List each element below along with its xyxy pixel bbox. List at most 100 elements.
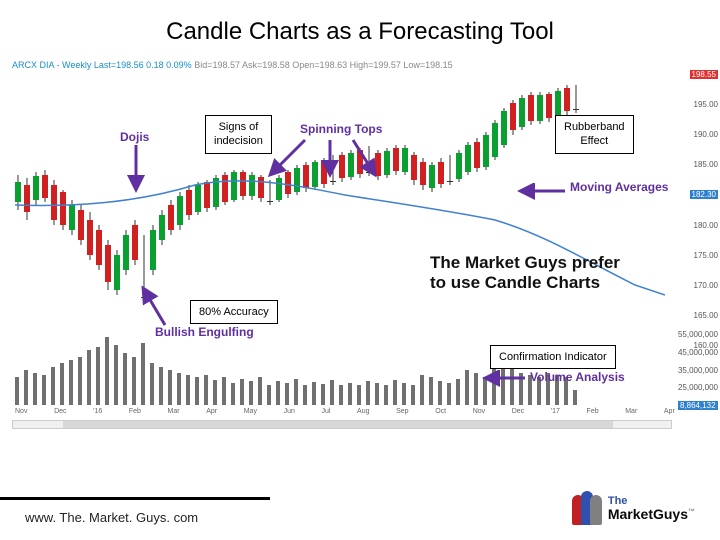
volume-bar [465,370,469,405]
y-label: 190.00 [690,130,718,139]
page-title: Candle Charts as a Forecasting Tool [0,0,720,54]
volume-bar [294,379,298,405]
volume-bar [60,363,64,405]
volume-bar [312,382,316,405]
ticker-info: ARCX DIA - Weekly Last=198.56 0.18 0.09%… [12,60,453,70]
volume-bar [411,385,415,405]
candle [24,85,30,320]
volume-bar [330,380,334,405]
x-tick: Oct [435,408,446,415]
candle [285,85,291,320]
volume-bar [348,383,352,405]
volume-y-axis: 55,000,000 45,000,000 35,000,000 25,000,… [678,330,718,410]
vol-label: 35,000,000 [678,366,718,375]
volume-bar [132,357,136,405]
vol-label: 25,000,000 [678,383,718,392]
footer-url: www. The. Market. Guys. com [25,510,198,525]
volume-bar [33,373,37,405]
volume-bar [222,377,226,405]
volume-bar [285,383,289,405]
candle [384,85,390,320]
x-tick: Apr [206,408,217,415]
volume-bar [321,384,325,405]
volume-bar [15,377,19,405]
x-tick: Nov [473,408,485,415]
x-tick: Mar [625,408,637,415]
y-label: 165.00 [690,311,718,320]
candle [42,85,48,320]
volume-bar [384,385,388,405]
x-tick: Apr [664,408,675,415]
y-label: 185.00 [690,160,718,169]
vol-label: 55,000,000 [678,330,718,339]
candle [150,85,156,320]
volume-bar [402,383,406,405]
logo-text: The MarketGuys™ [608,492,695,521]
candle [420,85,426,320]
x-tick: Sep [396,408,408,415]
candle [132,85,138,320]
candle [51,85,57,320]
candle [411,85,417,320]
volume-bar [51,367,55,405]
volume-bar [474,373,478,405]
volume-bar [492,363,496,405]
scroll-thumb[interactable] [63,421,613,428]
prefer-text: The Market Guys preferto use Candle Char… [430,253,620,294]
volume-bar [429,377,433,405]
volume-bar [240,379,244,405]
volume-bar [483,377,487,405]
candle [339,85,345,320]
candle [402,85,408,320]
volume-annotation: Volume Analysis [530,370,625,384]
volume-bar [114,345,118,405]
volume-bar [447,383,451,405]
logo-name: MarketGuys [608,506,688,522]
candle [348,85,354,320]
volume-bar [105,337,109,405]
volume-bar [276,381,280,405]
bullish-annotation: Bullish Engulfing [155,325,254,339]
volume-bar [186,375,190,405]
vol-label: 45,000,000 [678,348,718,357]
candle [114,85,120,320]
volume-bar [573,390,577,405]
ma-price-tag: 182.30 [690,190,718,199]
volume-bar [267,385,271,405]
candle [276,85,282,320]
volume-bar [519,373,523,405]
volume-bar [177,373,181,405]
volume-bar [24,370,28,405]
x-tick: Dec [54,408,66,415]
volume-bar [231,383,235,405]
volume-bar [366,381,370,405]
vol-tag: 8,864,132 [678,401,718,410]
candle [177,85,183,320]
volume-bar [213,380,217,405]
x-tick: Nov [15,408,27,415]
time-x-axis: NovDec'16FebMarAprMayJunJulAugSepOctNovD… [15,408,675,415]
volume-bar [141,343,145,405]
y-label: 195.00 [690,100,718,109]
candle [294,85,300,320]
candle [375,85,381,320]
candle [312,85,318,320]
y-label: 180.00 [690,221,718,230]
candle [96,85,102,320]
x-tick: Feb [129,408,141,415]
moving-avg-annotation: Moving Averages [570,180,668,194]
candle [186,85,192,320]
y-label: 170.00 [690,281,718,290]
volume-bar [168,370,172,405]
volume-bar [69,360,73,405]
candle [33,85,39,320]
candle [393,85,399,320]
spinning-annotation: Spinning Tops [300,122,382,136]
candle [87,85,93,320]
rubberband-label: RubberbandEffect [555,115,634,154]
chart-scrollbar[interactable] [12,420,672,429]
volume-bar [96,347,100,405]
candle [168,85,174,320]
candle [60,85,66,320]
footer-divider [0,497,270,500]
